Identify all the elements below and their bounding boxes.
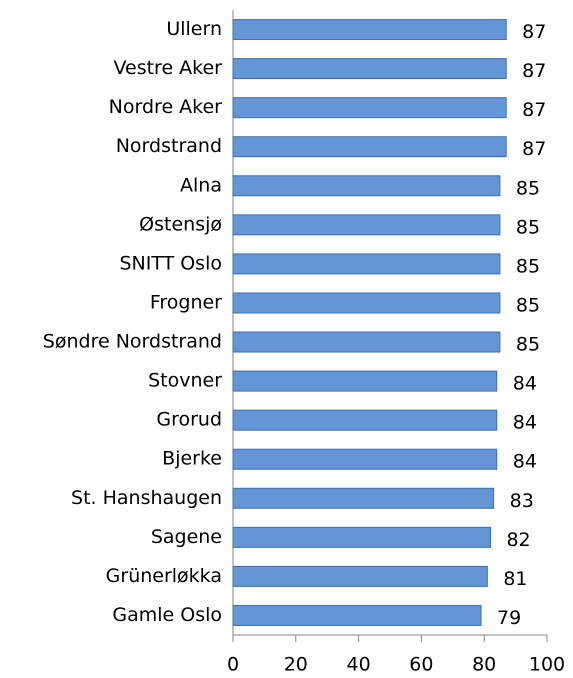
x-tick-label: 80 xyxy=(472,654,496,676)
bar xyxy=(232,409,498,431)
data-label: 85 xyxy=(516,334,540,356)
data-label: 84 xyxy=(513,412,537,434)
data-label: 84 xyxy=(513,373,537,395)
x-tick-label: 0 xyxy=(227,654,239,676)
data-label: 83 xyxy=(510,490,534,512)
y-tick-label: St. Hanshaugen xyxy=(71,487,222,509)
y-tick-label: Østensjø xyxy=(139,213,222,235)
y-tick-label: Ullern xyxy=(166,18,222,40)
y-tick-label: Søndre Nordstrand xyxy=(43,331,222,353)
y-tick-label: Gamle Oslo xyxy=(112,604,222,626)
bar xyxy=(232,370,498,392)
bar xyxy=(232,136,507,158)
data-label: 85 xyxy=(516,294,540,316)
bar xyxy=(232,604,482,626)
bar xyxy=(232,448,498,470)
data-label: 87 xyxy=(522,138,546,160)
bar xyxy=(232,565,488,587)
data-label: 84 xyxy=(513,451,537,473)
data-label: 85 xyxy=(516,216,540,238)
data-label: 79 xyxy=(497,607,521,629)
x-tick-label: 20 xyxy=(284,654,308,676)
bar xyxy=(232,19,507,41)
x-tick-label: 60 xyxy=(409,654,433,676)
data-label: 87 xyxy=(522,21,546,43)
data-label: 87 xyxy=(522,99,546,121)
y-tick-label: Vestre Aker xyxy=(113,57,222,79)
y-tick-label: Grorud xyxy=(156,409,222,431)
y-tick-label: Frogner xyxy=(150,291,222,313)
x-tick-label: 100 xyxy=(529,654,565,676)
data-label: 85 xyxy=(516,177,540,199)
y-tick-label: Alna xyxy=(180,174,222,196)
data-label: 81 xyxy=(503,568,527,590)
data-label: 82 xyxy=(506,529,530,551)
bar xyxy=(232,253,501,275)
y-tick-label: Sagene xyxy=(151,526,222,548)
y-tick-label: SNITT Oslo xyxy=(119,252,222,274)
bar xyxy=(232,292,501,314)
bar xyxy=(232,58,507,80)
y-tick-label: Stovner xyxy=(148,370,222,392)
bar xyxy=(232,97,507,119)
bar xyxy=(232,214,501,236)
y-tick-label: Nordre Aker xyxy=(109,96,223,118)
data-label: 87 xyxy=(522,60,546,82)
y-tick-label: Nordstrand xyxy=(116,135,222,157)
y-tick-label: Grünerløkka xyxy=(106,565,222,587)
data-label: 85 xyxy=(516,255,540,277)
bar xyxy=(232,331,501,353)
y-tick-label: Bjerke xyxy=(162,448,222,470)
bar xyxy=(232,526,491,548)
bar xyxy=(232,175,501,197)
x-tick-label: 40 xyxy=(347,654,371,676)
bar xyxy=(232,487,495,509)
